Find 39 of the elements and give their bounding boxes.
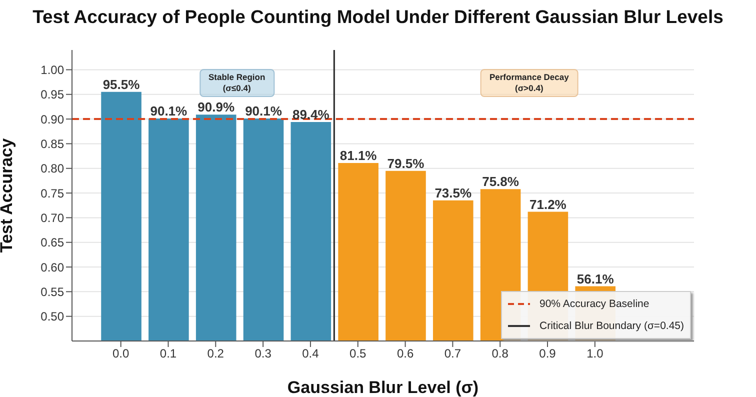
y-tick-label: 0.75: [40, 186, 64, 200]
x-tick-label: 0.9: [539, 346, 556, 361]
x-tick-label: 0.2: [207, 346, 224, 361]
data-label: 90.9%: [198, 100, 235, 115]
data-label: 90.1%: [150, 104, 188, 119]
y-tick-label: 0.70: [40, 210, 64, 225]
y-tick-label: 1.00: [40, 62, 64, 77]
data-label: 79.5%: [387, 156, 425, 171]
x-tick-label: 1.0: [586, 346, 604, 361]
data-label: 81.1%: [340, 148, 378, 163]
x-tick-label: 0.4: [302, 346, 320, 361]
legend-label: 90% Accuracy Baseline: [540, 298, 650, 310]
chart-title: Test Accuracy of People Counting Model Under Different Gaussian Blur Levels: [32, 6, 724, 28]
data-label: 90.1%: [245, 104, 282, 119]
annotation: Performance Decay (σ>0.4): [489, 72, 569, 94]
y-tick-label: 0.90: [40, 112, 64, 126]
data-label: 73.5%: [434, 185, 472, 200]
x-tick-label: 0.0: [112, 346, 130, 361]
x-tick-label: 0.8: [492, 346, 509, 361]
data-label: 56.1%: [576, 271, 614, 286]
x-tick-label: 0.5: [350, 346, 367, 361]
x-tick-label: 0.6: [396, 346, 414, 361]
x-tick-label: 0.1: [160, 346, 177, 361]
y-tick-label: 0.50: [40, 310, 64, 324]
y-axis-title: Test Accuracy: [0, 138, 16, 253]
y-tick-label: 0.60: [40, 260, 64, 274]
x-tick-label: 0.3: [254, 346, 272, 361]
y-tick-label: 0.65: [40, 236, 64, 250]
y-tick-label: 0.95: [40, 88, 64, 102]
x-axis-title: Gaussian Blur Level (σ): [287, 378, 479, 397]
ref-line-label: Critical Blur Boundary (σ=0.45): [540, 320, 684, 332]
y-tick-label: 0.85: [40, 136, 64, 151]
data-label: 95.5%: [102, 76, 140, 92]
annotation: Stable Region (σ≤0.4): [208, 72, 266, 94]
data-label: 75.8%: [482, 174, 520, 190]
data-label: 71.2%: [530, 196, 567, 212]
x-tick-label: 0.7: [444, 346, 462, 361]
y-tick-label: 0.80: [40, 162, 64, 176]
y-tick-label: 0.55: [40, 284, 64, 299]
